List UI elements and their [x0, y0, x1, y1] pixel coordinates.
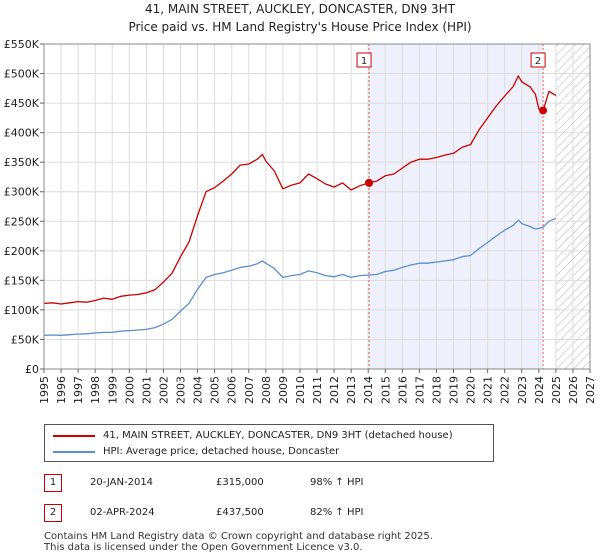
x-tick-label: 2020	[465, 376, 478, 404]
y-tick-label: £450K	[4, 97, 40, 110]
x-tick-label: 1997	[72, 376, 85, 404]
x-tick-label: 1998	[89, 376, 102, 404]
sale-hpi-2: 82% ↑ HPI	[310, 507, 364, 518]
sale-hpi-1: 98% ↑ HPI	[310, 477, 364, 488]
sale-badge-box-1	[356, 52, 372, 68]
x-tick-label: 2015	[379, 376, 392, 404]
legend-swatch-hpi	[53, 451, 95, 453]
sale-date-2: 02-APR-2024	[90, 507, 155, 518]
sale-badge-2: 2	[44, 504, 62, 522]
x-tick-label: 1996	[55, 376, 68, 404]
y-tick-label: £350K	[4, 156, 40, 169]
sale-badge-label-2: 2	[535, 56, 541, 67]
sale-price-1: £315,000	[216, 477, 264, 488]
y-tick-label: £500K	[4, 68, 40, 81]
x-tick-label: 2008	[260, 376, 273, 404]
y-tick-label: £550K	[4, 38, 40, 51]
chart-title: 41, MAIN STREET, AUCKLEY, DONCASTER, DN9…	[0, 0, 600, 36]
series-line-hpi	[43, 217, 557, 336]
x-tick-label: 2001	[140, 376, 153, 404]
x-tick-label: 1995	[38, 376, 51, 404]
x-tick-label: 2021	[482, 376, 495, 404]
footer-line-1: Contains HM Land Registry data © Crown c…	[44, 531, 433, 542]
title-line-1: 41, MAIN STREET, AUCKLEY, DONCASTER, DN9…	[144, 2, 456, 16]
x-tick-label: 2000	[123, 376, 136, 404]
y-tick-label: £400K	[4, 127, 40, 140]
x-tick-label: 2003	[175, 376, 188, 404]
chart-legend: 41, MAIN STREET, AUCKLEY, DONCASTER, DN9…	[44, 424, 494, 462]
x-tick-label: 2006	[226, 376, 239, 404]
sale-badge-label-1: 1	[361, 56, 367, 67]
sale-point-1	[365, 178, 374, 187]
x-tick-label: 2009	[277, 376, 290, 404]
legend-label-hpi: HPI: Average price, detached house, Donc…	[103, 446, 340, 457]
y-tick-label: £50K	[11, 333, 40, 346]
y-tick-label: £200K	[4, 245, 40, 258]
x-tick-label: 2005	[209, 376, 222, 404]
sale-badge-1: 1	[44, 474, 62, 492]
x-tick-label: 2013	[345, 376, 358, 404]
x-tick-label: 1999	[106, 376, 119, 404]
x-tick-label: 2023	[516, 376, 529, 404]
y-tick-label: £0	[25, 363, 39, 376]
legend-label-property: 41, MAIN STREET, AUCKLEY, DONCASTER, DN9…	[103, 430, 453, 441]
footer-note: Contains HM Land Registry data © Crown c…	[44, 531, 433, 553]
x-tick-label: 2027	[584, 376, 597, 404]
ownership-highlight	[369, 44, 544, 369]
y-tick-label: £150K	[4, 274, 40, 287]
series-line-property	[43, 75, 557, 305]
title-line-2: Price paid vs. HM Land Registry's House …	[128, 20, 472, 34]
x-tick-label: 2014	[362, 376, 375, 404]
sale-price-2: £437,500	[216, 507, 264, 518]
x-tick-label: 2018	[430, 376, 443, 404]
x-tick-label: 2011	[311, 376, 324, 404]
x-tick-label: 2024	[533, 376, 546, 404]
sale-date-1: 20-JAN-2014	[90, 477, 154, 488]
x-tick-label: 2022	[499, 376, 512, 404]
x-tick-label: 2004	[192, 376, 205, 404]
y-tick-label: £100K	[4, 304, 40, 317]
sale-point-2	[539, 106, 548, 115]
x-tick-label: 2019	[448, 376, 461, 404]
x-tick-label: 2025	[550, 376, 563, 404]
y-tick-label: £250K	[4, 215, 40, 228]
x-tick-label: 2016	[396, 376, 409, 404]
price-chart: £0 £50K £100K £150K £200K £250K £300K £350K £400…	[4, 38, 597, 404]
sale-badge-box-2	[530, 52, 546, 68]
x-tick-label: 2002	[157, 376, 170, 404]
x-tick-label: 2010	[294, 376, 307, 404]
footer-line-2: This data is licensed under the Open Gov…	[44, 542, 363, 553]
legend-swatch-property	[53, 435, 95, 437]
x-tick-label: 2026	[567, 376, 580, 404]
x-tick-label: 2007	[243, 376, 256, 404]
x-tick-label: 2012	[328, 376, 341, 404]
x-tick-label: 2017	[413, 376, 426, 404]
y-tick-label: £300K	[4, 186, 40, 199]
